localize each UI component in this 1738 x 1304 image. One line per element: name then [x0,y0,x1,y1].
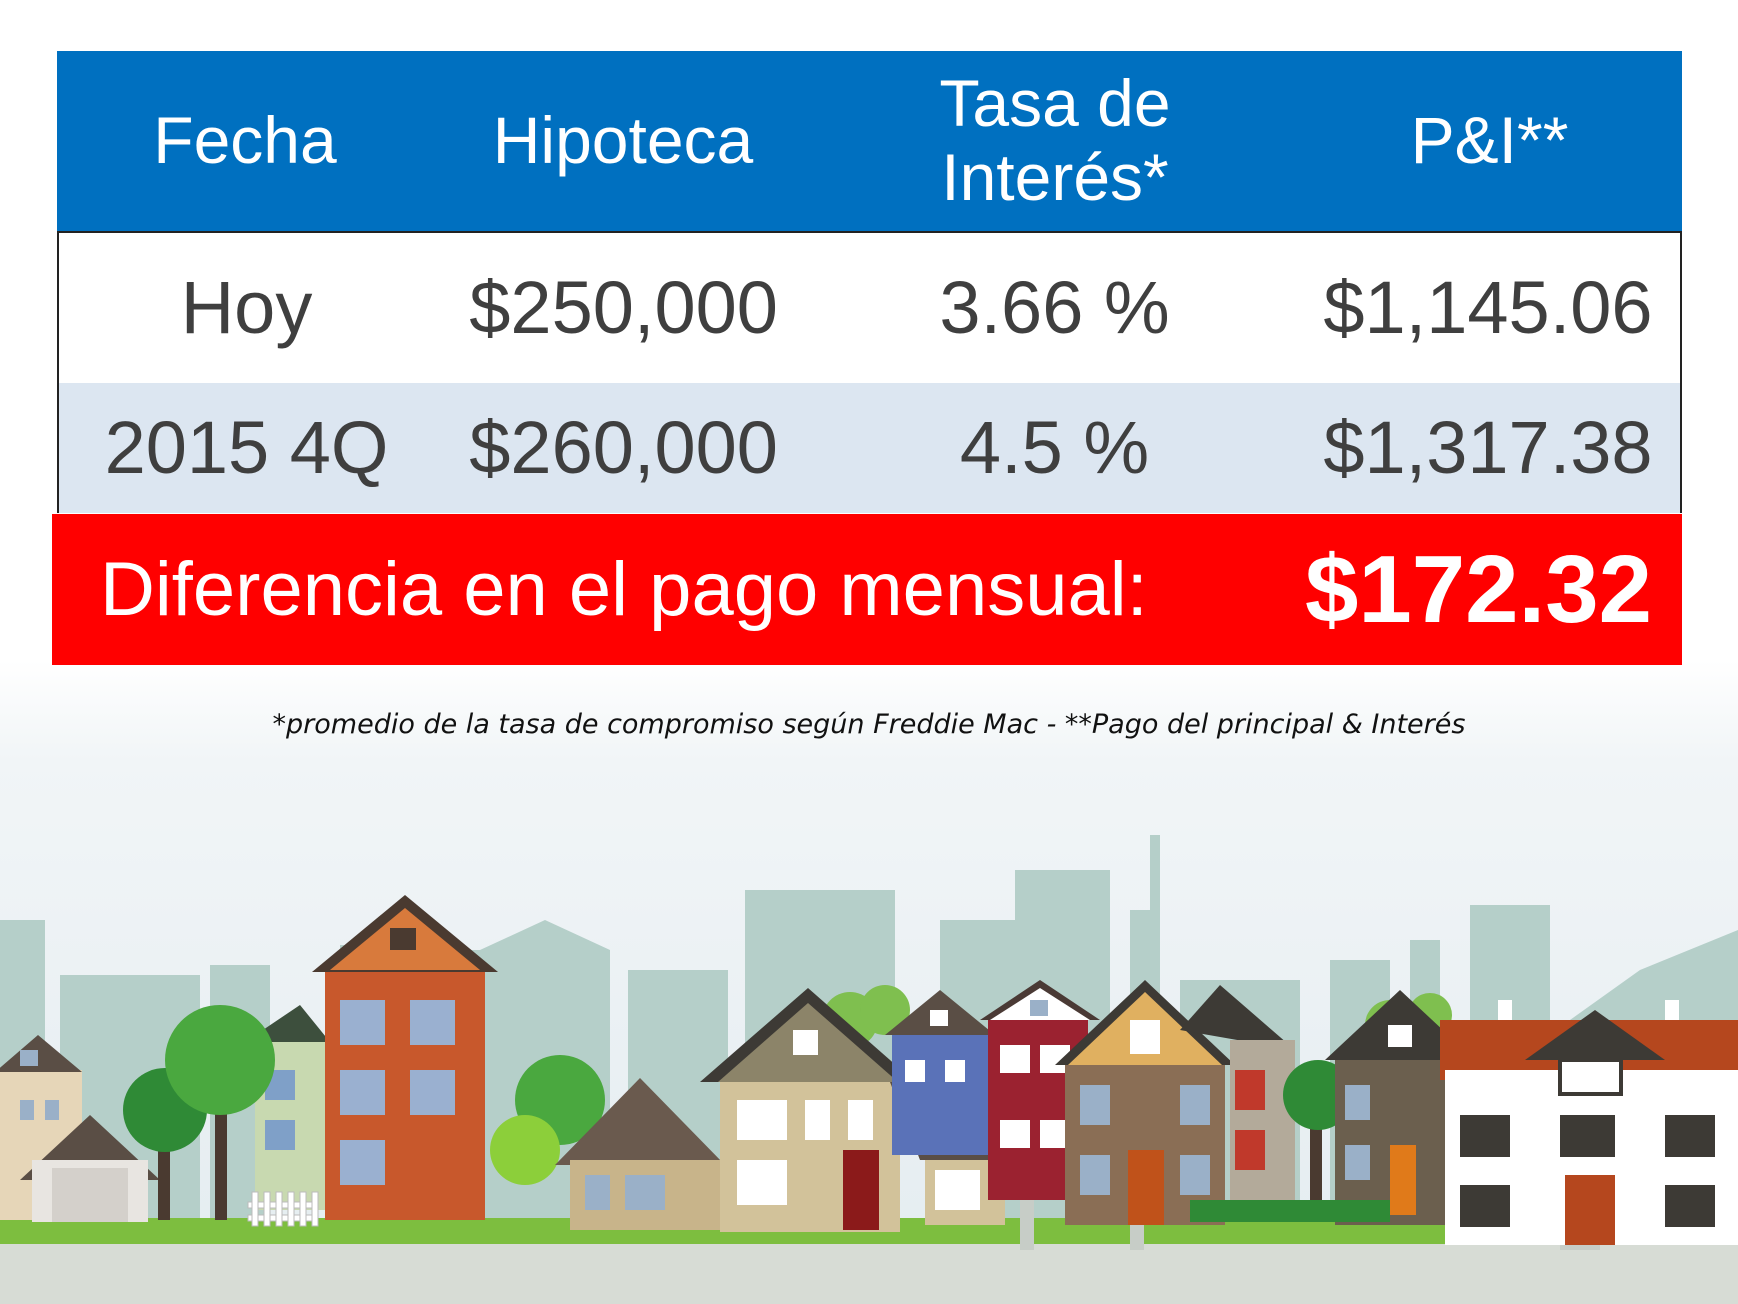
header-tasa: Tasa de Interés* [939,66,1171,214]
garage [20,1115,160,1222]
house-orange [312,895,498,1220]
trees-left [123,1005,605,1220]
header-hipoteca: Hipoteca [492,103,754,178]
house-grey [1180,985,1295,1220]
difference-value: $172.32 [1304,535,1652,643]
cell-hipoteca: $260,000 [469,406,778,489]
house-tan [1055,980,1235,1225]
hedge [1190,1200,1390,1222]
table-header-row: Fecha Hipoteca Tasa de Interés* P&I** [57,51,1682,231]
cell-tasa: 3.66 % [939,266,1170,349]
cell-pi: $1,145.06 [1323,266,1653,349]
footnote: *promedio de la tasa de compromiso según… [272,709,1466,740]
house-brown [555,1078,730,1230]
house-blue [885,990,995,1155]
table-row: 2015 4Q $260,000 4.5 % $1,317.38 [57,383,1682,513]
cell-tasa: 4.5 % [959,406,1150,489]
neighborhood-illustration [0,835,1738,1304]
monthly-difference-banner: Diferencia en el pago mensual: $172.32 [52,514,1682,665]
difference-label: Diferencia en el pago mensual: [100,547,1148,632]
road [0,1240,1738,1304]
white-fence [247,1191,319,1227]
mortgage-comparison-table: Fecha Hipoteca Tasa de Interés* P&I** Ho… [57,51,1682,513]
table-row: Hoy $250,000 3.66 % $1,145.06 [57,231,1682,383]
cell-hipoteca: $250,000 [469,266,778,349]
cell-fecha: 2015 4Q [104,406,389,489]
cell-fecha: Hoy [180,266,313,349]
house-olive [1325,990,1475,1225]
house-white [1440,1000,1738,1245]
cell-pi: $1,317.38 [1323,406,1653,489]
header-pi: P&I** [1410,103,1569,178]
header-fecha: Fecha [153,103,337,178]
